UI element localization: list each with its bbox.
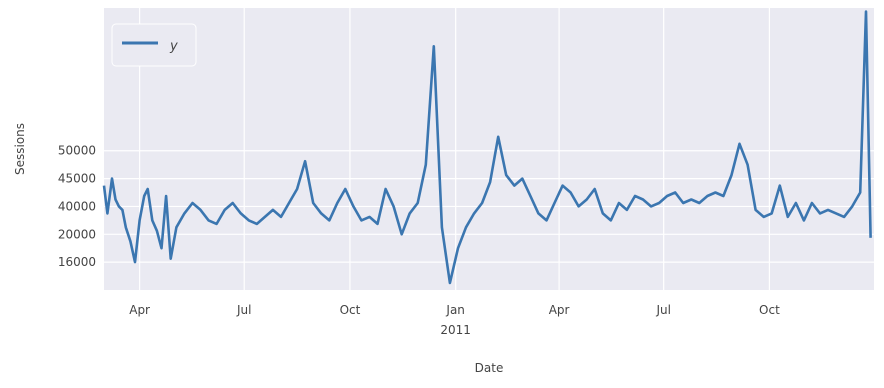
x-tick-label: Apr bbox=[549, 303, 570, 317]
plot-area bbox=[104, 8, 874, 290]
y-tick-label: 50000 bbox=[58, 144, 96, 158]
y-axis-label: Sessions bbox=[13, 123, 27, 175]
x-tick-label: Apr bbox=[129, 303, 150, 317]
x-tick-label: Oct bbox=[759, 303, 780, 317]
y-tick-label: 45000 bbox=[58, 172, 96, 186]
legend-label-y: y bbox=[169, 39, 178, 54]
x-tick-label: Jul bbox=[655, 303, 670, 317]
x-tick-sublabel: 2011 bbox=[440, 323, 471, 337]
legend-box bbox=[111, 23, 197, 67]
series-line-y bbox=[102, 10, 872, 285]
y-tick-label: 20000 bbox=[58, 227, 96, 241]
y-tick-label: 40000 bbox=[58, 199, 96, 213]
x-tick-label: Jul bbox=[236, 303, 251, 317]
y-tick-label: 16000 bbox=[58, 255, 96, 269]
y-axis-ticks: 16000 20000 40000 45000 50000 bbox=[58, 144, 96, 269]
x-axis-label: Date bbox=[475, 361, 504, 375]
x-tick-label: Oct bbox=[340, 303, 361, 317]
x-tick-label: Jan bbox=[445, 303, 465, 317]
series-layer bbox=[102, 10, 872, 285]
legend: y bbox=[111, 23, 197, 67]
x-axis-ticks: Apr Jul Oct Jan 2011 Apr Jul Oct bbox=[129, 303, 780, 337]
